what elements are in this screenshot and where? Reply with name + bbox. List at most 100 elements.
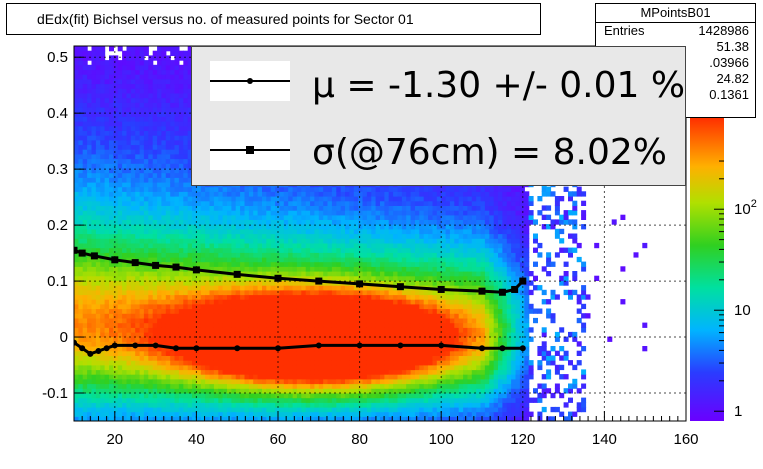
heatmap-cell	[139, 280, 145, 286]
heatmap-cell	[170, 102, 176, 108]
heatmap-cell	[340, 406, 346, 413]
heatmap-cell	[139, 116, 145, 122]
heatmap-cell	[74, 205, 79, 211]
heatmap-cell	[244, 317, 250, 324]
heatmap-cell	[327, 200, 333, 206]
heatmap-cell	[100, 172, 106, 178]
heatmap-cell	[157, 294, 163, 300]
heatmap-cell	[152, 397, 158, 403]
heatmap-cell	[323, 289, 329, 296]
heatmap-cell	[253, 261, 259, 267]
heatmap-cell	[187, 252, 193, 258]
heatmap-cell	[95, 219, 101, 225]
heatmap-cell	[126, 144, 132, 150]
heatmap-cell	[95, 355, 101, 361]
heatmap-cell	[205, 350, 211, 356]
heatmap-cell	[327, 322, 333, 328]
heatmap-cell	[174, 313, 180, 319]
heatmap-cell	[305, 191, 311, 197]
heatmap-cell	[82, 219, 88, 225]
heatmap-cell	[301, 196, 307, 202]
heatmap-cell	[126, 378, 132, 385]
heatmap-cell	[292, 289, 298, 296]
heatmap-cell	[117, 402, 123, 408]
heatmap-cell	[253, 186, 259, 192]
heatmap-cell	[135, 111, 141, 117]
heatmap-cell	[178, 116, 184, 122]
heatmap-cell	[100, 350, 106, 356]
heatmap-cell	[205, 308, 211, 314]
heatmap-cell	[336, 210, 342, 216]
heatmap-cell	[143, 280, 149, 286]
heatmap-cell	[100, 205, 106, 211]
heatmap-cell	[143, 116, 149, 122]
heatmap-cell	[192, 196, 197, 202]
heatmap-cell	[161, 149, 167, 155]
heatmap-cell	[279, 313, 285, 319]
heatmap-cell	[139, 266, 145, 272]
heatmap-cell	[165, 210, 171, 216]
heatmap-cell	[196, 303, 202, 310]
heatmap-cell	[209, 219, 215, 225]
heatmap-cell	[82, 374, 88, 380]
heatmap-cell	[231, 317, 237, 324]
heatmap-cell	[91, 280, 97, 286]
heatmap-cell	[165, 172, 171, 178]
heatmap-cell	[283, 224, 289, 230]
heatmap-cell	[283, 205, 289, 211]
heatmap-cell	[205, 303, 211, 310]
heatmap-cell	[161, 322, 167, 328]
heatmap-cell	[331, 397, 337, 403]
heatmap-cell	[170, 369, 176, 375]
heatmap-cell	[270, 200, 276, 206]
heatmap-cell	[109, 271, 114, 277]
heatmap-cell	[227, 317, 232, 324]
heatmap-cell	[288, 341, 294, 347]
heatmap-cell	[161, 55, 167, 61]
heatmap-cell	[253, 313, 259, 319]
heatmap-cell	[91, 266, 97, 272]
heatmap-cell	[296, 200, 302, 206]
heatmap-cell	[100, 46, 106, 52]
heatmap-cell	[305, 219, 311, 225]
heatmap-cell	[174, 331, 180, 338]
heatmap-cell	[109, 55, 114, 61]
heatmap-cell	[240, 336, 246, 342]
heatmap-cell	[183, 60, 189, 66]
heatmap-cell	[331, 271, 337, 277]
heatmap-cell	[152, 336, 158, 342]
heatmap-cell	[340, 392, 346, 399]
heatmap-cell	[270, 196, 276, 202]
heatmap-cell	[349, 411, 355, 417]
heatmap-cell	[183, 64, 189, 71]
heatmap-cell	[331, 331, 337, 338]
heatmap-cell	[275, 388, 281, 394]
heatmap-cell	[213, 247, 219, 253]
heatmap-cell	[91, 256, 97, 263]
heatmap-cell	[91, 116, 97, 122]
heatmap-cell	[314, 336, 320, 342]
heatmap-cell	[305, 280, 311, 286]
heatmap-cell	[288, 397, 294, 403]
heatmap-cell	[244, 186, 250, 192]
heatmap-cell	[143, 369, 149, 375]
heatmap-cell	[314, 411, 320, 417]
heatmap-cell	[82, 83, 88, 89]
heatmap-cell	[187, 83, 193, 89]
heatmap-cell	[91, 247, 97, 253]
heatmap-cell	[187, 181, 193, 188]
heatmap-cell	[340, 308, 346, 314]
heatmap-cell	[130, 416, 136, 421]
heatmap-cell	[196, 369, 202, 375]
heatmap-cell	[170, 200, 176, 206]
heatmap-cell	[231, 341, 237, 347]
heatmap-cell	[336, 336, 342, 342]
heatmap-cell	[318, 336, 324, 342]
heatmap-cell	[178, 200, 184, 206]
heatmap-cell	[91, 214, 97, 220]
heatmap-cell	[122, 303, 128, 310]
heatmap-cell	[248, 299, 254, 305]
heatmap-cell	[117, 285, 123, 291]
heatmap-cell	[91, 121, 97, 127]
heatmap-cell	[257, 406, 263, 413]
